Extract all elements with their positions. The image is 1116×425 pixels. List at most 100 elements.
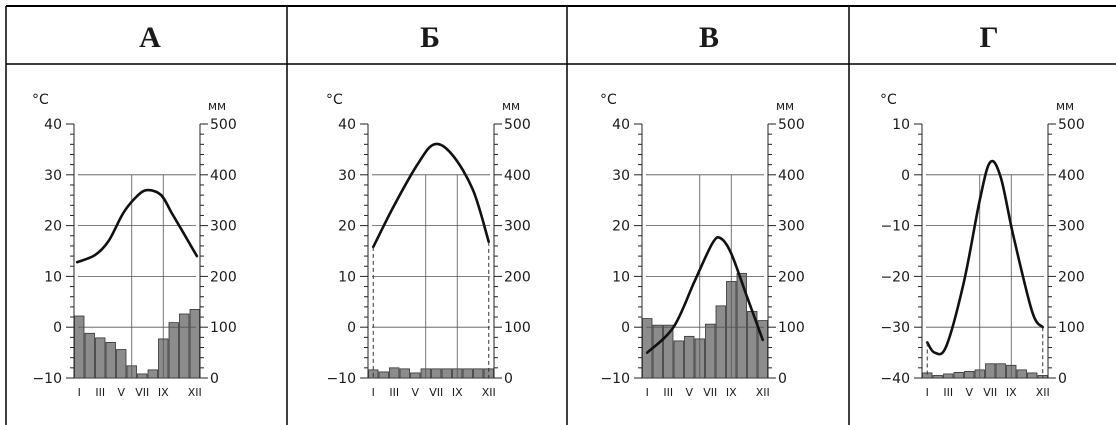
chart-a-precip-tick-label: 200 xyxy=(210,269,237,285)
chart-v-temp-tick-label: 0 xyxy=(621,320,630,336)
chart-b-precip-bar xyxy=(399,368,410,379)
chart-a-precip-unit: мм xyxy=(208,99,226,113)
chart-a-temp-tick-label: 0 xyxy=(53,320,62,336)
chart-g-precip-tick-label: 500 xyxy=(1058,117,1085,133)
chart-g-precip-tick-label: 300 xyxy=(1058,219,1085,235)
chart-v-precip-bar xyxy=(663,324,674,379)
chart-b-month-label: VII xyxy=(429,386,443,399)
chart-a-month-label: XII xyxy=(188,386,202,399)
chart-a-precip-bar xyxy=(137,373,148,379)
chart-g-month-label: V xyxy=(965,386,973,399)
chart-a-temp-tick-label: 20 xyxy=(44,219,62,235)
chart-g-month-label: XII xyxy=(1036,386,1050,399)
chart-v-month-label: IX xyxy=(726,386,737,399)
chart-v-temp-unit: °C xyxy=(600,92,617,108)
chart-a-precip-bar xyxy=(147,369,158,379)
chart-g-month-label: VII xyxy=(983,386,997,399)
chart-g-temp-tick-label: 10 xyxy=(892,117,910,133)
chart-a-month-label: III xyxy=(95,386,105,399)
chart-b-precip-tick-label: 200 xyxy=(504,269,531,285)
chart-v-temperature-line xyxy=(645,235,765,354)
chart-a-precip-bar xyxy=(74,315,85,379)
chart-v-precip-bar xyxy=(652,324,663,379)
chart-v-precip-tick-label: 400 xyxy=(778,168,805,184)
chart-v-precip-tick-label: 100 xyxy=(778,320,805,336)
chart-a-title: А xyxy=(139,21,161,54)
chart-b-precip-tick-label: 500 xyxy=(504,117,531,133)
chart-g-precip-bar xyxy=(953,372,964,379)
chart-v-precip-bar xyxy=(684,335,695,379)
chart-g-title: Г xyxy=(979,21,998,54)
chart-v-precip-bar xyxy=(705,323,716,379)
chart-v-precip-tick-label: 200 xyxy=(778,269,805,285)
chart-b-precip-bar xyxy=(378,371,389,379)
chart-v-precip-bar xyxy=(736,272,747,379)
chart-v-temp-tick-label: −10 xyxy=(600,371,630,387)
chart-v-precip-bar xyxy=(673,340,684,379)
chart-v-month-label: VII xyxy=(703,386,717,399)
chart-b-month-label: IX xyxy=(452,386,463,399)
chart-g-temp-tick-label: −10 xyxy=(880,219,910,235)
chart-g-precip-bar xyxy=(943,373,954,379)
chart-g-precip-bar xyxy=(985,363,996,379)
chart-g-temp-tick-label: −20 xyxy=(880,269,910,285)
chart-g-precip-bar xyxy=(995,363,1006,379)
chart-a-precip-bar xyxy=(179,313,190,379)
chart-g-precip-bar xyxy=(932,375,943,379)
chart-v-month-label: III xyxy=(663,386,673,399)
chart-a-precip-tick-label: 0 xyxy=(210,371,219,387)
chart-a-temp-tick-label: 10 xyxy=(44,269,62,285)
chart-v-precip-tick-label: 0 xyxy=(778,371,787,387)
chart-v-precip-tick-label: 300 xyxy=(778,219,805,235)
chart-a-precip-bar xyxy=(189,309,200,379)
chart-v-temp-tick-label: 40 xyxy=(612,117,630,133)
chart-b-precip-bar xyxy=(441,368,452,379)
chart-b-temp-tick-label: 30 xyxy=(338,168,356,184)
chart-g-temperature-line xyxy=(925,159,1045,356)
chart-v-month-label: I xyxy=(646,386,649,399)
chart-g-precip-tick-label: 400 xyxy=(1058,168,1085,184)
chart-g-precip-tick-label: 100 xyxy=(1058,320,1085,336)
chart-v-temp-tick-label: 30 xyxy=(612,168,630,184)
chart-g-precip-bar xyxy=(1016,369,1027,379)
chart-b-temperature-line xyxy=(371,142,491,249)
chart-v-precip-bar xyxy=(757,320,768,379)
chart-g-month-label: I xyxy=(926,386,929,399)
chart-a-month-label: VII xyxy=(135,386,149,399)
chart-b-precip-bar xyxy=(462,368,473,379)
chart-a-month-label: IX xyxy=(158,386,169,399)
chart-a-precip-tick-label: 100 xyxy=(210,320,237,336)
chart-b-temp-tick-label: 10 xyxy=(338,269,356,285)
chart-a-precip-bar xyxy=(105,342,116,379)
chart-b-precip-tick-label: 100 xyxy=(504,320,531,336)
chart-a-precip-bar xyxy=(84,332,95,379)
chart-b-precip-tick-label: 0 xyxy=(504,371,513,387)
chart-a-temp-tick-label: 40 xyxy=(44,117,62,133)
chart-b-precip-bar xyxy=(431,368,442,379)
chart-b-temp-tick-label: 0 xyxy=(347,320,356,336)
chart-g-month-label: III xyxy=(943,386,953,399)
chart-b-month-label: XII xyxy=(482,386,496,399)
chart-g-temp-tick-label: −40 xyxy=(880,371,910,387)
chart-b-title: Б xyxy=(420,21,440,54)
chart-g-temp-tick-label: 0 xyxy=(901,168,910,184)
chart-a-precip-bar xyxy=(168,322,179,379)
chart-g-month-label: IX xyxy=(1006,386,1017,399)
chart-a-temperature-line xyxy=(75,188,199,264)
chart-v-precip-bar xyxy=(715,305,726,379)
chart-b-precip-bar xyxy=(473,368,484,379)
chart-a-precip-bar xyxy=(95,337,106,379)
chart-a-month-label: V xyxy=(117,386,125,399)
table-frame xyxy=(5,5,1116,425)
chart-b-precip-tick-label: 400 xyxy=(504,168,531,184)
chart-b-month-label: I xyxy=(372,386,375,399)
chart-g-precip-tick-label: 200 xyxy=(1058,269,1085,285)
chart-b-precip-tick-label: 300 xyxy=(504,219,531,235)
chart-g-precip-unit: мм xyxy=(1056,99,1074,113)
chart-v-precip-tick-label: 500 xyxy=(778,117,805,133)
chart-g-precip-tick-label: 0 xyxy=(1058,371,1067,387)
